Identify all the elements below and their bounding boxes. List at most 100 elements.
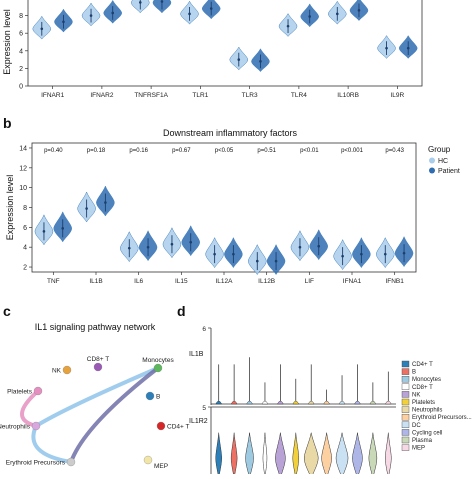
violin-median-point bbox=[360, 252, 363, 256]
il1b-violin-base bbox=[369, 400, 377, 405]
legend-swatch bbox=[401, 391, 410, 398]
x-tick-label: IFNA1 bbox=[343, 278, 362, 285]
network-node-label: B bbox=[156, 394, 160, 401]
y-tick-label: 0 bbox=[19, 84, 23, 91]
violin-median-point bbox=[85, 207, 88, 210]
legend-entry: NK bbox=[412, 392, 420, 398]
violin-median-point bbox=[274, 259, 278, 263]
y-tick-label: 10 bbox=[19, 185, 27, 192]
network-node-label: CD8+ T bbox=[87, 356, 109, 363]
il1b-violin-base bbox=[323, 400, 330, 405]
legend-entry: B bbox=[412, 370, 416, 376]
panel-b-letter: b bbox=[3, 115, 12, 131]
legend-entry: Cycling cell bbox=[412, 430, 442, 436]
legend-swatch bbox=[401, 368, 410, 375]
violin-median-point bbox=[383, 252, 387, 256]
violin-median-point bbox=[286, 24, 290, 28]
legend-entry: CD8+ T bbox=[412, 385, 433, 391]
network-node bbox=[62, 365, 72, 375]
network-node bbox=[33, 386, 43, 396]
y-tick-label: 14 bbox=[19, 145, 27, 152]
violin-median-point bbox=[357, 9, 361, 12]
legend-swatch bbox=[401, 406, 410, 413]
legend-swatch bbox=[401, 398, 410, 406]
network-node-label: Platelets bbox=[7, 389, 33, 396]
il1b-violin-base bbox=[246, 400, 253, 405]
legend-entry: DC bbox=[412, 423, 421, 429]
il1r2-violin bbox=[275, 432, 286, 479]
x-tick-label: TNFRSF1A bbox=[134, 92, 168, 99]
y-tick-label: 6 bbox=[202, 326, 206, 333]
legend-swatch bbox=[401, 444, 410, 451]
il1r2-violin bbox=[321, 432, 332, 479]
legend-marker bbox=[429, 167, 435, 174]
network-node-label: Erythroid Precursors bbox=[6, 460, 66, 467]
y-tick-label: 6 bbox=[19, 31, 23, 38]
p-value-label: p=0.18 bbox=[87, 148, 106, 154]
y-tick-label: 2 bbox=[23, 265, 27, 272]
violin-median-point bbox=[127, 246, 131, 250]
legend-swatch bbox=[401, 383, 410, 390]
panel-c-network-chart: IL1 signaling pathway network CD8+ T NK Mon… bbox=[0, 322, 189, 470]
legend-swatch bbox=[401, 429, 410, 436]
plot-frame bbox=[27, 0, 423, 87]
x-tick-label: IL15 bbox=[175, 278, 188, 285]
x-tick-label: IL12A bbox=[216, 278, 234, 285]
legend-entry: Plasma bbox=[412, 438, 433, 444]
network-edge bbox=[69, 366, 160, 464]
y-tick-label: 8 bbox=[23, 205, 27, 212]
il1b-violin-base bbox=[354, 400, 361, 405]
violin-median-point bbox=[385, 46, 388, 50]
violin-median-point bbox=[89, 14, 93, 17]
violin-median-point bbox=[232, 252, 235, 256]
network-node bbox=[93, 362, 103, 372]
p-value-label: p=0.16 bbox=[129, 148, 148, 154]
y-tick-label: 2 bbox=[19, 66, 23, 73]
il1r2-violin bbox=[245, 432, 254, 479]
violin-median-point bbox=[317, 244, 321, 248]
legend-entry: Neutrophils bbox=[412, 408, 442, 414]
violin-median-point bbox=[335, 12, 339, 16]
il1b-violin-base bbox=[384, 400, 392, 405]
y-tick-label: 5 bbox=[202, 405, 206, 412]
violin-median-point bbox=[160, 0, 164, 3]
il1r2-violin bbox=[262, 432, 268, 479]
legend-title: Group bbox=[428, 145, 451, 154]
il1r2-violin bbox=[368, 432, 378, 479]
legend-swatch bbox=[401, 376, 410, 383]
violin-median-point bbox=[170, 242, 174, 246]
violin-median-point bbox=[40, 27, 44, 31]
network-node bbox=[153, 363, 163, 373]
p-value-label: p=0.43 bbox=[385, 148, 404, 154]
y-tick-label: 4 bbox=[19, 48, 23, 55]
chart-title: IL1 signaling pathway network bbox=[35, 322, 156, 332]
il1b-violin-base bbox=[277, 400, 284, 405]
il1r2-violin bbox=[303, 432, 319, 479]
y-axis-label: Expression level bbox=[2, 9, 12, 75]
gene-label: IL1B bbox=[189, 351, 204, 358]
p-value-label: p<0.001 bbox=[341, 148, 364, 154]
network-node-label: NK bbox=[52, 368, 62, 375]
legend-swatch bbox=[401, 414, 410, 421]
network-node bbox=[145, 391, 155, 401]
network-node bbox=[143, 455, 153, 465]
x-tick-label: IFNB1 bbox=[385, 278, 404, 285]
panel-a-violin-chart: 0 2 4 6 8 Expression level IFNAR1 IFNAR2 TNFRSF1… bbox=[2, 0, 423, 99]
violin-median-point bbox=[189, 240, 193, 244]
violin-median-point bbox=[298, 245, 302, 249]
violin-median-point bbox=[188, 12, 191, 16]
violin-median-point bbox=[402, 251, 406, 255]
il1r2-violin bbox=[385, 432, 392, 479]
violin-median-point bbox=[62, 20, 65, 24]
p-value-label: p<0.01 bbox=[300, 148, 319, 154]
il1r2-violin bbox=[352, 432, 363, 479]
violin-median-point bbox=[111, 11, 115, 15]
legend-entry: Monocytes bbox=[412, 377, 441, 383]
legend-entry: CD4+ T bbox=[412, 362, 433, 368]
il1r2-violin bbox=[230, 432, 238, 479]
il1r2-violin bbox=[292, 432, 300, 479]
legend-entry: Erythroid Precursors... bbox=[412, 415, 472, 421]
il1r2-violin bbox=[335, 432, 349, 479]
